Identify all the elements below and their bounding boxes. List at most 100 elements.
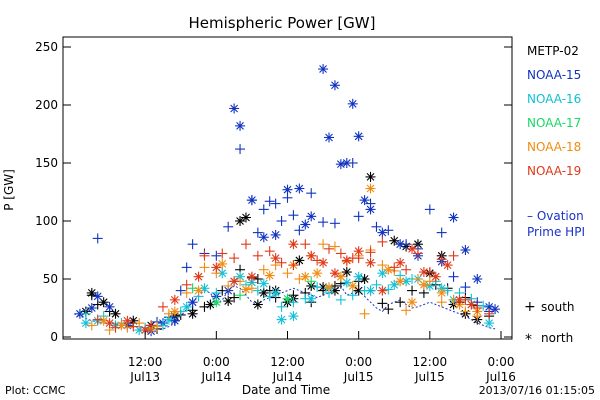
point-noaa-16-south — [80, 308, 91, 319]
point-noaa-15-south — [264, 196, 275, 207]
point-noaa-15-north — [229, 103, 240, 114]
point-noaa-18-north — [383, 264, 394, 275]
y-axis-label: P [GW] — [2, 169, 16, 211]
x-tick-label-date: Jul14 — [272, 370, 303, 384]
point-metp-02-north — [240, 212, 251, 223]
x-axis-ticks: 12:00Jul130:00Jul1412:00Jul140:00Jul1512… — [128, 331, 516, 384]
point-metp-02-north — [341, 267, 352, 278]
point-noaa-18-north — [347, 280, 358, 291]
x-tick-label-date: Jul15 — [343, 370, 374, 384]
point-noaa-15-north — [377, 227, 388, 238]
x-tick-label-date: Jul13 — [129, 370, 160, 384]
point-noaa-18-north — [240, 284, 251, 295]
point-noaa-18-south — [318, 239, 329, 250]
point-noaa-16-south — [383, 284, 394, 295]
point-noaa-19-north — [341, 255, 352, 266]
point-noaa-18-north — [217, 258, 228, 269]
point-noaa-16-north — [365, 285, 376, 296]
point-noaa-19-north — [365, 257, 376, 268]
point-noaa-16-south — [288, 297, 299, 308]
point-noaa-15-south — [371, 221, 382, 232]
point-noaa-15-south — [353, 211, 364, 222]
point-noaa-15-north — [306, 211, 317, 222]
point-metp-02-north — [187, 308, 198, 319]
point-noaa-15-south — [175, 285, 186, 296]
ovation-label-2: Prime HPI — [527, 225, 585, 239]
y-tick-label: 100 — [35, 214, 58, 228]
y-tick-label: 150 — [35, 156, 58, 170]
point-metp-02-north — [223, 296, 234, 307]
point-noaa-19-south — [288, 260, 299, 271]
point-noaa-15-north — [246, 195, 257, 206]
point-noaa-19-north — [169, 294, 180, 305]
x-tick-label-date: Jul16 — [485, 370, 516, 384]
y-tick-label: 200 — [35, 98, 58, 112]
marker-legend-north-label: north — [541, 331, 573, 345]
point-noaa-15-north — [353, 131, 364, 142]
point-noaa-19-south — [335, 248, 346, 259]
point-noaa-15-north — [347, 98, 358, 109]
point-noaa-16-south — [276, 301, 287, 312]
point-metp-02-north — [235, 216, 246, 226]
point-noaa-19-north — [270, 253, 281, 264]
point-noaa-19-south — [199, 250, 210, 261]
point-noaa-19-north — [407, 243, 418, 254]
y-tick-label: 50 — [43, 272, 58, 286]
point-metp-02-north — [86, 287, 97, 298]
point-noaa-18-north — [395, 276, 406, 287]
point-noaa-16-north — [80, 318, 91, 329]
point-noaa-18-south — [377, 260, 388, 271]
legend-entry: NOAA-19 — [527, 164, 581, 178]
point-noaa-17-north — [282, 293, 293, 304]
point-noaa-19-north — [229, 276, 240, 287]
point-noaa-15-south — [187, 239, 198, 250]
point-noaa-16-north — [484, 318, 495, 329]
point-noaa-15-north — [335, 159, 346, 170]
point-noaa-19-north — [288, 239, 299, 250]
point-noaa-16-south — [252, 285, 263, 296]
point-noaa-16-north — [258, 278, 269, 289]
point-noaa-19-south — [401, 264, 412, 275]
point-noaa-15-north — [318, 64, 329, 75]
point-noaa-19-south — [484, 308, 495, 319]
point-noaa-18-north — [193, 285, 204, 296]
point-noaa-15-north — [395, 239, 406, 250]
point-noaa-19-south — [389, 262, 400, 273]
point-metp-02-south — [377, 298, 388, 309]
point-noaa-19-south — [365, 247, 376, 258]
point-noaa-19-north — [377, 285, 388, 296]
point-noaa-15-south — [276, 216, 287, 226]
point-noaa-15-south — [181, 262, 192, 273]
point-noaa-15-south — [252, 227, 263, 238]
point-noaa-19-north — [211, 262, 222, 273]
point-noaa-17-south — [235, 290, 246, 301]
point-noaa-18-north — [407, 297, 418, 308]
y-tick-label: 0 — [50, 330, 58, 344]
point-noaa-19-south — [217, 248, 228, 259]
marker-legend-south-symbol: + — [524, 299, 536, 315]
point-noaa-15-south — [460, 282, 471, 293]
point-noaa-19-north — [329, 268, 340, 279]
legend: METP-02 NOAA-15 NOAA-16 NOAA-17 NOAA-18 NOAA-… — [527, 44, 581, 178]
point-noaa-15-south — [448, 271, 459, 282]
point-noaa-15-north — [359, 195, 370, 206]
point-noaa-16-south — [371, 279, 382, 290]
point-noaa-19-south — [252, 250, 263, 261]
point-noaa-15-north — [235, 120, 246, 131]
ovation-label-1: – Ovation — [527, 209, 584, 223]
point-noaa-19-south — [146, 320, 157, 331]
point-metp-02-south — [383, 304, 394, 315]
point-noaa-18-north — [365, 183, 376, 194]
point-noaa-16-north — [389, 279, 400, 290]
point-noaa-19-south — [377, 236, 388, 247]
point-noaa-19-north — [430, 271, 441, 282]
point-metp-02-north — [389, 235, 400, 246]
point-noaa-19-south — [448, 250, 459, 261]
point-noaa-19-north — [318, 257, 329, 268]
point-noaa-15-south — [424, 204, 435, 215]
point-noaa-18-south — [359, 308, 370, 319]
point-noaa-19-north — [306, 250, 317, 261]
legend-entry: NOAA-18 — [527, 140, 581, 154]
point-noaa-15-north — [472, 274, 483, 284]
